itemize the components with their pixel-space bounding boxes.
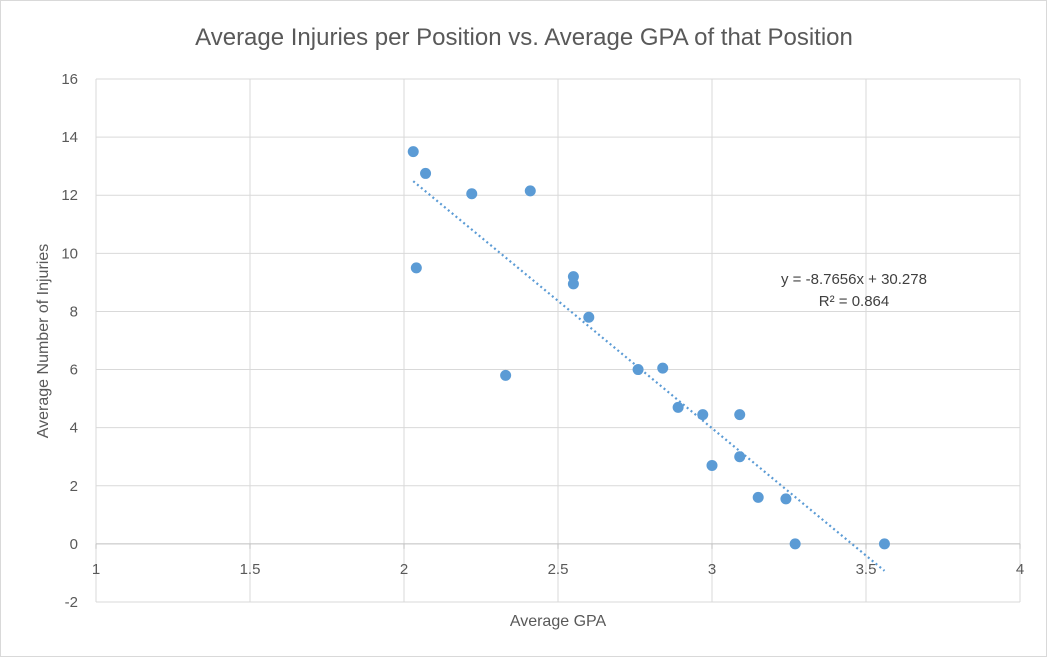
data-point bbox=[734, 409, 746, 421]
axes bbox=[95, 79, 1021, 602]
data-point bbox=[410, 262, 422, 274]
trendline-path bbox=[412, 180, 886, 572]
y-tick-label: 0 bbox=[70, 536, 78, 553]
data-point bbox=[672, 401, 684, 413]
y-tick-label: 12 bbox=[61, 187, 78, 204]
x-tick-label: 2 bbox=[400, 561, 408, 578]
data-point bbox=[752, 491, 764, 503]
trendline-r-squared: R² = 0.864 bbox=[819, 293, 889, 310]
data-point bbox=[567, 278, 579, 290]
x-tick-label: 4 bbox=[1016, 561, 1024, 578]
y-tick-labels: -2 0 2 4 6 8 10 12 14 16 bbox=[61, 71, 78, 611]
data-points bbox=[407, 146, 890, 550]
data-point bbox=[706, 459, 718, 471]
x-tick-labels: 1 1.5 2 2.5 3 3.5 4 bbox=[92, 561, 1024, 578]
data-point bbox=[789, 538, 801, 550]
data-point bbox=[420, 167, 432, 179]
data-point bbox=[407, 146, 419, 158]
y-tick-label: 10 bbox=[61, 245, 78, 262]
data-point bbox=[734, 451, 746, 463]
grid-lines bbox=[96, 78, 1021, 603]
y-tick-label: 6 bbox=[70, 362, 78, 379]
data-point bbox=[697, 409, 709, 421]
trendline bbox=[412, 180, 886, 572]
data-point bbox=[466, 188, 478, 200]
x-axis-title: Average GPA bbox=[510, 613, 607, 630]
x-tick-label: 2.5 bbox=[548, 561, 569, 578]
y-tick-label: 16 bbox=[61, 71, 78, 88]
data-point bbox=[780, 493, 792, 505]
data-point bbox=[657, 362, 669, 374]
data-point bbox=[500, 369, 512, 381]
y-tick-label: 14 bbox=[61, 129, 78, 146]
chart-title: Average Injuries per Position vs. Averag… bbox=[195, 24, 853, 51]
y-tick-label: 8 bbox=[70, 303, 78, 320]
y-tick-label: 2 bbox=[70, 478, 78, 495]
x-tick-label: 1.5 bbox=[240, 561, 261, 578]
trendline-equation: y = -8.7656x + 30.278 bbox=[781, 271, 927, 288]
data-point bbox=[583, 311, 595, 323]
y-axis-title: Average Number of Injuries bbox=[35, 244, 52, 438]
data-point bbox=[524, 185, 536, 197]
y-tick-label: 4 bbox=[70, 420, 78, 437]
x-tick-label: 3 bbox=[708, 561, 716, 578]
x-tick-label: 1 bbox=[92, 561, 100, 578]
data-point bbox=[632, 364, 644, 376]
data-point bbox=[878, 538, 890, 550]
x-tick-label: 3.5 bbox=[856, 561, 877, 578]
y-tick-label: -2 bbox=[65, 594, 78, 611]
